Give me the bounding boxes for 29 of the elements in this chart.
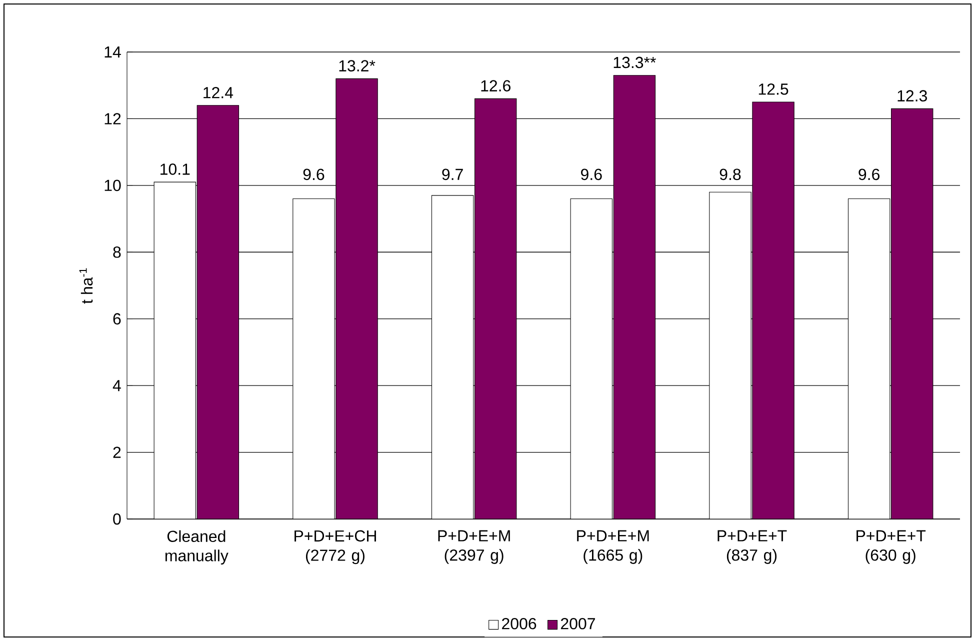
x-tick-label: P+D+E+M (2397 g) (438, 530, 510, 564)
data-label: 13.2* (339, 60, 376, 72)
y-tick-label: 10 (104, 180, 121, 192)
data-label: 9.6 (581, 168, 602, 180)
x-tick-label: P+D+E+CH (2772 g) (294, 530, 376, 564)
y-tick-label: 2 (113, 446, 121, 458)
legend-label: 2007 (560, 618, 595, 630)
data-label: 9.8 (720, 168, 741, 180)
x-tick-label: Cleaned manually (165, 530, 228, 565)
y-tick-label: 6 (113, 313, 121, 324)
data-label: 12.6 (481, 80, 510, 92)
y-tick-label: 4 (112, 380, 121, 392)
y-tick-label: 8 (113, 246, 121, 258)
data-label: 9.6 (303, 168, 324, 180)
data-label: 9.7 (442, 168, 463, 180)
data-label: 10.1 (160, 164, 190, 175)
y-tick-label: 0 (113, 513, 121, 525)
x-tick-label: P+D+E+T (630 g) (856, 530, 926, 564)
y-tick-label: 14 (104, 46, 121, 58)
x-tick-label: P+D+E+T (837 g) (718, 530, 787, 564)
y-axis-title: t ha$^{-1}$ (79, 268, 93, 304)
data-label: 13.3** (614, 56, 656, 68)
legend-label: 2006 (502, 618, 536, 630)
y-tick-label: 12 (104, 113, 121, 124)
data-label: 12.5 (758, 84, 788, 95)
data-label: 12.4 (204, 86, 234, 98)
data-label: 12.3 (898, 90, 927, 102)
x-tick-label: P+D+E+M (1665 g) (577, 530, 649, 564)
data-label: 9.6 (858, 168, 880, 180)
